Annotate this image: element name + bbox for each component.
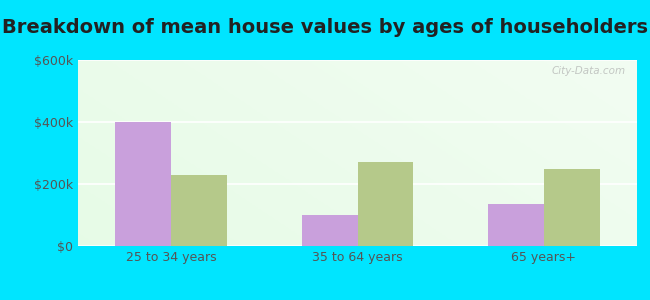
Bar: [358, 162, 413, 246]
Bar: [302, 215, 358, 246]
Bar: [544, 169, 600, 246]
Text: City-Data.com: City-Data.com: [552, 66, 626, 76]
Text: Breakdown of mean house values by ages of householders: Breakdown of mean house values by ages o…: [2, 18, 648, 37]
Bar: [488, 204, 544, 246]
Bar: [171, 175, 227, 246]
Bar: [115, 122, 171, 246]
